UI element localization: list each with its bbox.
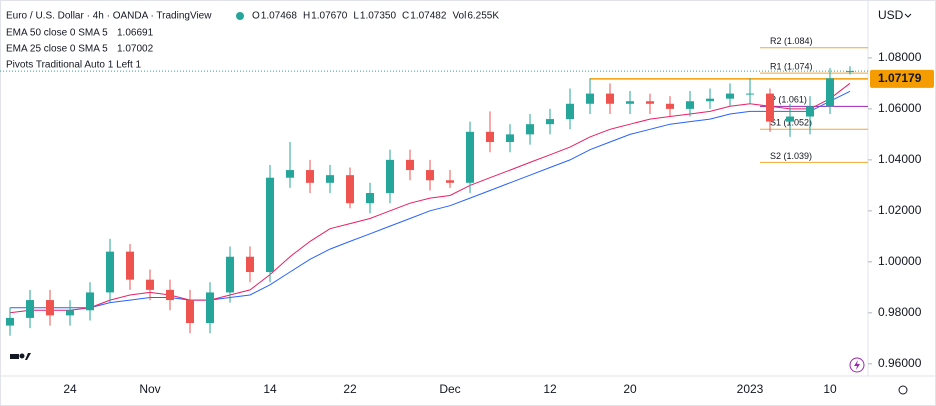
ohlc-key: C (402, 11, 409, 22)
candle-body (626, 101, 634, 104)
y-tick-label: 1.08000 (878, 50, 922, 64)
x-tick-label: 22 (343, 382, 357, 396)
tradingview-logo (10, 353, 31, 360)
currency[interactable]: USD (878, 8, 904, 22)
y-tick-label: 1.00000 (878, 254, 922, 268)
y-tick-label: 0.98000 (878, 305, 922, 319)
pivot-label: S2 (1.039) (770, 151, 812, 161)
y-tick-label: 1.04000 (878, 152, 922, 166)
candle-body (646, 101, 654, 104)
y-tick-label: 0.96000 (878, 356, 922, 370)
symbol-title[interactable]: Euro / U.S. Dollar · 4h · OANDA · Tradin… (6, 11, 212, 22)
candle-body (826, 78, 834, 107)
candle-body (46, 300, 54, 316)
pivot-label: R2 (1.084) (770, 36, 813, 46)
ohlc-key: L (353, 11, 359, 22)
candle-body (86, 292, 94, 311)
ohlc-key: Vol (452, 11, 466, 22)
candle-body (66, 310, 74, 316)
price-label-box (870, 69, 934, 88)
candle-body (766, 93, 774, 122)
candle-body (206, 292, 214, 324)
candle-body (26, 300, 34, 318)
indicator-name: Pivots Traditional Auto 1 Left 1 (6, 60, 142, 71)
candle-body (546, 119, 554, 125)
indicator-name: EMA 50 close 0 SMA 5 (6, 28, 108, 39)
candle-body (326, 175, 334, 183)
x-tick-label: 10 (823, 382, 837, 396)
candle-body (6, 317, 14, 326)
settings-button[interactable] (898, 385, 908, 395)
candle-body (286, 170, 294, 178)
x-tick-label: 24 (63, 382, 77, 396)
x-tick-label: Dec (439, 382, 460, 396)
candle-body (106, 251, 114, 293)
x-tick-label: 2023 (737, 382, 764, 396)
pivot-label: P (1.061) (770, 95, 807, 105)
candle-body (846, 71, 854, 73)
candle-body (266, 177, 274, 273)
ohlc-key: O (252, 11, 260, 22)
candle-body (146, 279, 154, 290)
candle-body (246, 256, 254, 273)
candle-body (186, 300, 194, 324)
status-dot (236, 12, 244, 20)
lightning-button[interactable] (849, 357, 865, 373)
candle-body (666, 103, 674, 109)
candle-body (786, 116, 794, 122)
candle-body (306, 170, 314, 183)
ohlc-value: 1.07670 (311, 11, 348, 22)
x-tick-label: Nov (139, 382, 160, 396)
indicator-name: EMA 25 close 0 SMA 5 (6, 44, 108, 55)
ohlc-key: H (303, 11, 310, 22)
candle-body (806, 106, 814, 117)
y-tick-label: 1.02000 (878, 203, 922, 217)
pivot-label: S1 (1.052) (770, 118, 812, 128)
indicator-value: 1.06691 (117, 28, 154, 39)
candle-body (366, 193, 374, 204)
ohlc-value: 1.07468 (261, 11, 298, 22)
x-tick-label: 20 (623, 382, 637, 396)
candle-body (726, 93, 734, 99)
candle-body (426, 170, 434, 181)
candle-body (746, 93, 754, 95)
candle-body (606, 93, 614, 104)
candle-body (486, 131, 494, 143)
candle-body (506, 134, 514, 143)
candle-body (126, 251, 134, 280)
candle-body (406, 159, 414, 171)
legend: Euro / U.S. Dollar · 4h · OANDA · Tradin… (6, 11, 244, 22)
candle-body (706, 98, 714, 102)
indicator-value: 1.07002 (117, 44, 154, 55)
pivot-label: R1 (1.074) (770, 62, 813, 72)
ohlc-value: 1.07482 (410, 11, 447, 22)
candle-body (586, 93, 594, 104)
price-label: 1.07179 (878, 71, 922, 85)
candle-body (686, 101, 694, 109)
candle-body (466, 131, 474, 183)
candle-body (566, 103, 574, 120)
candle-body (386, 159, 394, 193)
y-tick-label: 1.06000 (878, 101, 922, 115)
candle-body (226, 256, 234, 293)
ohlc-value: 1.07350 (360, 11, 397, 22)
candle-body (446, 180, 454, 183)
currency-dropdown[interactable] (904, 13, 912, 18)
candle-body (346, 175, 354, 204)
x-tick-label: 12 (543, 382, 557, 396)
x-tick-label: 14 (263, 382, 277, 396)
candle-body (166, 289, 174, 301)
ohlc-value: 6.255K (467, 11, 499, 22)
candle-body (526, 124, 534, 135)
